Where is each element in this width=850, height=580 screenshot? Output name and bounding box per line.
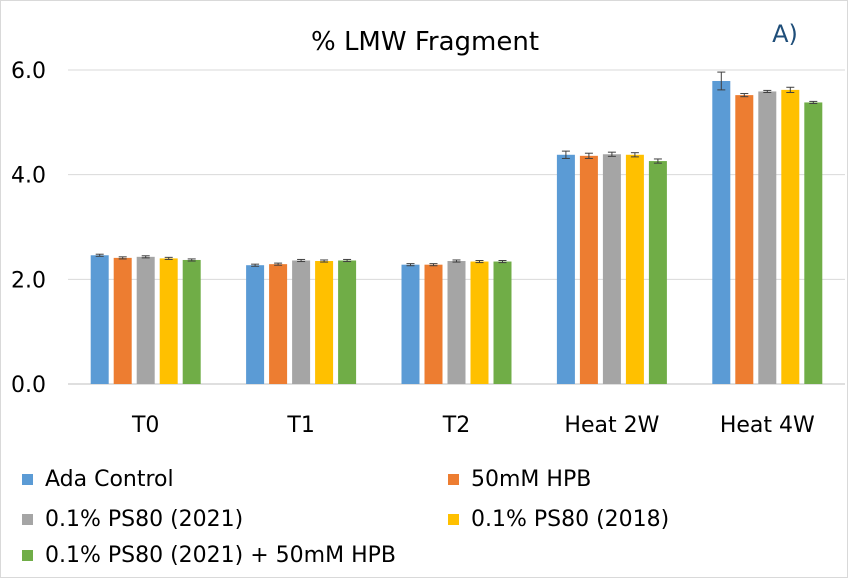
x-tick-label: Heat 2W [564,413,659,438]
legend-label: 0.1% PS80 (2021) [45,507,244,532]
bar [712,80,731,385]
legend-item-ps80-2021-hpb: 0.1% PS80 (2021) + 50mM HPB [22,543,396,568]
y-tick-label: 0.0 [11,373,46,398]
bar [338,260,357,384]
legend-swatch [22,474,33,485]
legend-item-ps80-2018: 0.1% PS80 (2018) [448,507,669,532]
legend-label: 0.1% PS80 (2021) + 50mM HPB [45,543,396,568]
bar [735,95,754,385]
x-tick-label: T1 [286,413,314,438]
legend-item-ps80-2021: 0.1% PS80 (2021) [22,507,243,532]
legend-item-hpb: 50mM HPB [448,467,591,492]
legend-label: 0.1% PS80 (2018) [471,507,670,532]
bar [159,258,178,384]
bar [113,257,132,384]
bar [447,261,466,384]
chart-title: % LMW Fragment [311,27,539,57]
bar [781,89,800,385]
bar [401,264,420,384]
bar [602,154,621,384]
legend-label: Ada Control [45,467,174,492]
bar [246,265,265,384]
bar [758,91,777,384]
bar [470,261,489,384]
bar [315,261,334,384]
x-tick-label: T2 [442,413,470,438]
legend-swatch [448,514,459,525]
legend-label: 50mM HPB [471,467,592,492]
bar [136,256,155,384]
bar [182,259,201,384]
legend-item-ada-control: Ada Control [22,467,174,492]
bar [493,261,512,384]
panel-label: A) [772,20,798,48]
bar [579,155,598,384]
y-tick-label: 6.0 [11,59,46,84]
bar [804,102,823,385]
bar [90,255,109,384]
legend-swatch [448,474,459,485]
x-tick-label: T0 [131,413,159,438]
bar [648,161,667,384]
legend-swatch [22,550,33,561]
legend-swatch [22,514,33,525]
bar [424,264,443,384]
bar [269,264,288,384]
y-tick-label: 2.0 [11,268,46,293]
x-tick-label: Heat 4W [720,413,815,438]
bar [292,260,311,384]
bar [625,154,644,384]
bar [556,154,575,384]
y-tick-label: 4.0 [11,164,46,189]
